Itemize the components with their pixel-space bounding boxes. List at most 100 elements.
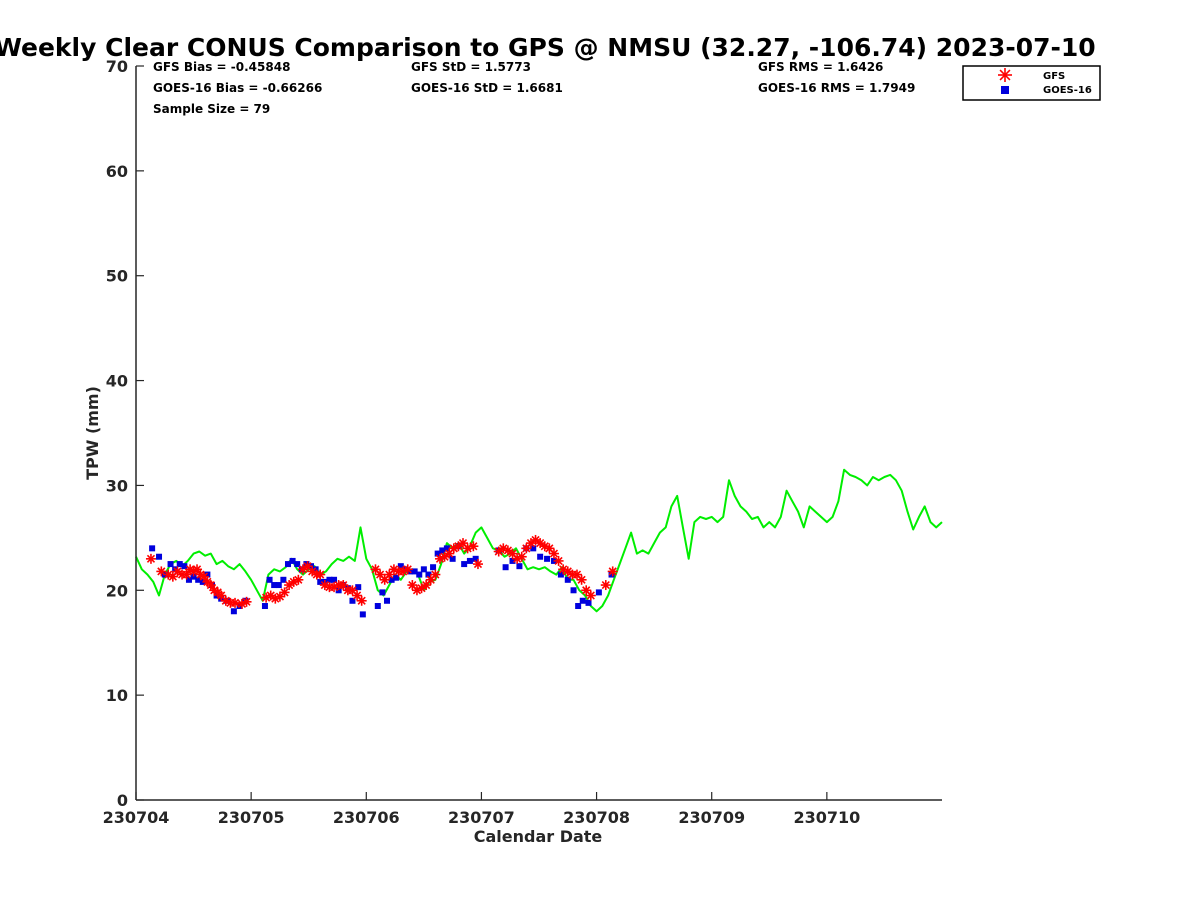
x-axis-ticks: 230704 230705 230706 230707 230708 230709 2307… xyxy=(103,792,860,827)
x-tick-label: 230709 xyxy=(678,808,745,827)
legend-box xyxy=(962,65,1101,101)
y-tick-label: 0 xyxy=(117,791,128,810)
goes-16-point xyxy=(149,545,156,552)
legend: GFS GOES-16 xyxy=(962,65,1101,101)
goes-16-point xyxy=(294,561,301,568)
chart-title: Weekly Clear CONUS Comparison to GPS @ N… xyxy=(0,33,1096,62)
gfs-point xyxy=(430,569,441,580)
gfs-point xyxy=(600,580,611,591)
gfs-point xyxy=(356,595,367,606)
goes-16-point xyxy=(331,576,338,583)
y-tick-label: 40 xyxy=(106,372,128,391)
goes-16-point xyxy=(434,550,441,557)
gfs-point xyxy=(230,597,241,608)
gfs-point xyxy=(167,571,178,582)
goes-16-point xyxy=(416,571,423,578)
x-tick-label: 230704 xyxy=(103,808,170,827)
legend-goes-label: GOES-16 xyxy=(1043,85,1092,96)
goes-16-point xyxy=(379,589,386,596)
goes-16-point xyxy=(557,571,564,578)
goes-16-point xyxy=(425,571,432,578)
goes-16-point xyxy=(466,557,473,564)
goes-16-point xyxy=(359,611,366,618)
x-tick-label: 230710 xyxy=(793,808,860,827)
goes-16-point xyxy=(230,608,237,615)
gfs-point xyxy=(241,596,252,607)
stat-gfs-std: GFS StD = 1.5773 xyxy=(411,60,531,74)
stat-goes-rms: GOES-16 RMS = 1.7949 xyxy=(758,81,915,95)
goes-16-point xyxy=(579,597,586,604)
stat-gfs-rms: GFS RMS = 1.6426 xyxy=(758,60,883,74)
goes-16-point xyxy=(585,599,592,606)
goes-16-point xyxy=(266,576,273,583)
gfs-point xyxy=(347,585,358,596)
goes-16-point xyxy=(509,557,516,564)
stat-goes-bias: GOES-16 Bias = -0.66266 xyxy=(153,81,322,95)
goes-16-point xyxy=(271,582,278,589)
goes-16-point xyxy=(317,578,324,585)
goes-16-point xyxy=(530,545,537,552)
goes-16-point xyxy=(595,589,602,596)
gfs-point xyxy=(315,569,326,580)
goes-16-point xyxy=(312,566,319,573)
gps-line xyxy=(135,468,943,613)
legend-gfs-asterisk xyxy=(998,68,1012,82)
goes-16-point xyxy=(439,547,446,554)
goes-16-point xyxy=(190,573,197,580)
goes-16-point xyxy=(349,597,356,604)
gfs-point xyxy=(205,580,216,591)
goes-16-point xyxy=(449,555,456,562)
gps-series xyxy=(135,468,943,613)
legend-goes-marker xyxy=(1001,86,1009,94)
stat-sample-size: Sample Size = 79 xyxy=(153,102,270,116)
gfs-point xyxy=(198,571,209,582)
goes-16-point xyxy=(608,571,615,578)
gfs-point xyxy=(472,559,483,570)
gfs-point xyxy=(279,587,290,598)
goes-16-point xyxy=(564,576,571,583)
goes-16-point xyxy=(472,555,479,562)
y-tick-label: 20 xyxy=(106,581,128,600)
goes-16-point xyxy=(335,587,342,594)
goes-16-point xyxy=(374,603,381,610)
goes-16-point xyxy=(443,545,450,552)
gfs-point xyxy=(338,580,349,591)
y-tick-label: 10 xyxy=(106,686,128,705)
y-axis-ticks: 0 10 20 30 40 50 60 70 xyxy=(106,57,144,810)
gfs-point xyxy=(516,551,527,562)
gfs-point xyxy=(444,548,455,559)
gfs-point xyxy=(576,574,587,585)
y-tick-label: 30 xyxy=(106,476,128,495)
gfs-series xyxy=(145,534,618,609)
goes-16-point xyxy=(420,566,427,573)
goes-16-point xyxy=(544,555,551,562)
goes-16-point xyxy=(516,563,523,570)
goes-16-point xyxy=(289,557,296,564)
y-axis-label: TPW (mm) xyxy=(83,386,102,480)
gfs-point xyxy=(544,543,555,554)
goes-16-point xyxy=(575,603,582,610)
goes-16-point xyxy=(326,576,333,583)
gfs-point xyxy=(145,553,156,564)
stat-gfs-bias: GFS Bias = -0.45848 xyxy=(153,60,290,74)
goes-16-point xyxy=(388,576,395,583)
gfs-point xyxy=(585,590,596,601)
y-tick-label: 60 xyxy=(106,162,128,181)
goes-16-point xyxy=(502,564,509,571)
goes-16-point xyxy=(430,564,437,571)
goes-16-point xyxy=(461,561,468,568)
y-tick-label: 70 xyxy=(106,57,128,76)
y-tick-label: 50 xyxy=(106,267,128,286)
gfs-point xyxy=(607,566,618,577)
gfs-point xyxy=(468,541,479,552)
gfs-point xyxy=(293,574,304,585)
goes-16-point xyxy=(393,574,400,581)
goes-16-point xyxy=(181,563,188,570)
goes-16-point xyxy=(355,584,362,591)
gfs-point xyxy=(192,564,203,575)
gfs-point xyxy=(458,538,469,549)
goes-16-point xyxy=(185,576,192,583)
goes-16-point xyxy=(397,563,404,570)
stat-goes-std: GOES-16 StD = 1.6681 xyxy=(411,81,563,95)
